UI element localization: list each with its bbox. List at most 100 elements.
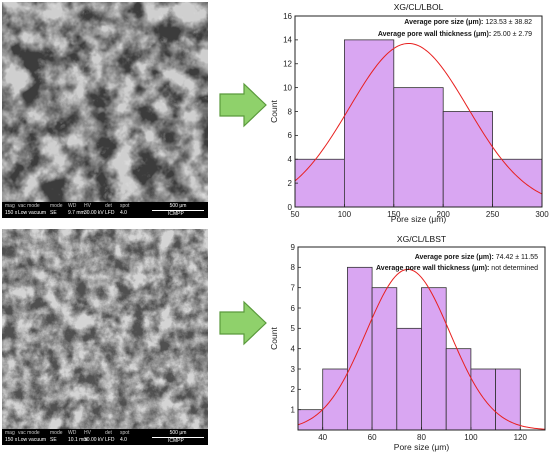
x-tick-label-4: 120: [514, 433, 528, 442]
databar-value-3: 9.7 mm: [68, 210, 85, 216]
databar-value-4: 30.00 kV: [84, 210, 104, 216]
histogram-bar-7: [470, 368, 496, 431]
histogram-svg-bottom: 1 2 3 4 5 6 7 8 9 40 60 80 100 120 Pore size (μm) Count…: [269, 234, 546, 452]
sem-databar-top: mag vac mode mode WD HV det spot 150 x Low vacuu…: [2, 202, 208, 218]
chart-title: XG/CL/LBOL: [394, 2, 444, 12]
databar-header-0: mag: [5, 203, 15, 209]
histogram-bar-2: [347, 266, 373, 431]
databar-value-1: Low vacuum: [18, 437, 47, 443]
databar-value-2: SE: [50, 437, 57, 443]
databar-header-3: WD: [68, 430, 77, 436]
arrow-right-icon-bottom: [219, 300, 267, 346]
y-tick-label-1: 2: [291, 385, 296, 394]
databar-value-6: 4.0: [120, 437, 127, 443]
histogram-top: 0 2 4 6 8 10 12 14 16 50 100 150 200 250 300 Pore size …: [265, 0, 550, 225]
normal-fit-curve: [294, 42, 543, 195]
annotation-label-1: Average pore wall thickness (μm):: [378, 31, 493, 38]
histogram-bar-3: [442, 111, 493, 208]
histogram-bar-5: [421, 287, 447, 431]
databar-header-6: spot: [120, 203, 130, 209]
y-tick-label-2: 3: [291, 365, 296, 374]
normal-fit-curve: [297, 268, 546, 430]
databar-scale-bar: 500 μm: [152, 203, 204, 211]
x-tick-label-3: 200: [437, 210, 451, 219]
x-tick-label-2: 150: [387, 210, 401, 219]
x-tick-label-4: 250: [486, 210, 500, 219]
histogram-bottom: 1 2 3 4 5 6 7 8 9 40 60 80 100 120 Pore size (μm) Count…: [265, 230, 550, 455]
x-tick-label-1: 100: [338, 210, 352, 219]
y-tick-label-6: 7: [291, 283, 296, 292]
y-tick-label-4: 8: [288, 107, 293, 116]
databar-header-5: det: [105, 430, 112, 436]
x-tick-label-0: 50: [291, 210, 300, 219]
databar-header-0: mag: [5, 430, 15, 436]
databar-value-3: 10.1 mm: [68, 437, 88, 443]
annotation-value-0: 123.53 ± 38.82: [485, 19, 532, 26]
databar-header-2: mode: [50, 430, 63, 436]
y-tick-label-0: 1: [291, 405, 296, 414]
databar-header-1: vac mode: [18, 430, 40, 436]
annotation-value-1: 25.00 ± 2.79: [493, 31, 532, 38]
x-tick-label-2: 80: [417, 433, 426, 442]
databar-lab: ICMPP: [168, 438, 184, 444]
databar-scale-bar: 500 μm: [152, 430, 204, 438]
histogram-bar-4: [492, 158, 543, 208]
databar-value-4: 30.00 kV: [84, 437, 104, 443]
histogram-bar-6: [445, 348, 472, 431]
databar-value-5: LFD: [105, 437, 115, 443]
databar-value-2: SE: [50, 210, 57, 216]
annotation-label-0: Average pore size (μm):: [404, 19, 485, 26]
databar-header-5: det: [105, 203, 112, 209]
x-axis-label: Pore size (μm): [394, 442, 450, 452]
y-tick-label-2: 4: [288, 155, 293, 164]
databar-value-6: 4.0: [120, 210, 127, 216]
histogram-bar-2: [393, 87, 444, 208]
y-axis-label: Count: [269, 327, 279, 350]
databar-header-1: vac mode: [18, 203, 40, 209]
chart-title: XG/CL/LBST: [397, 234, 446, 244]
databar-header-3: WD: [68, 203, 77, 209]
y-tick-label-1: 2: [288, 179, 293, 188]
histogram-svg-top: 0 2 4 6 8 10 12 14 16 50 100 150 200 250 300 Pore size …: [269, 2, 549, 224]
annotation-1: Average pore wall thickness (μm): 25.00 …: [378, 31, 532, 38]
annotation-0: Average pore size (μm): 123.53 ± 38.82: [404, 19, 532, 26]
histogram-bar-0: [294, 158, 345, 208]
y-tick-label-8: 16: [283, 12, 292, 21]
y-tick-label-3: 6: [288, 131, 293, 140]
y-tick-label-7: 8: [291, 263, 296, 272]
y-tick-label-0: 0: [288, 203, 293, 212]
x-tick-label-1: 60: [368, 433, 377, 442]
sem-image-top: mag vac mode mode WD HV det spot 150 x Low vacuu…: [2, 2, 208, 218]
histogram-bar-4: [396, 327, 422, 431]
y-axis-label: Count: [269, 100, 279, 123]
arrow-shape-bottom: [219, 300, 267, 346]
y-tick-label-3: 4: [291, 344, 296, 353]
y-tick-label-8: 9: [291, 243, 296, 252]
arrow-right-icon-top: [219, 82, 267, 128]
annotation-value-0: 74.42 ± 11.55: [496, 254, 538, 261]
databar-value-0: 150 x: [5, 210, 18, 216]
sem-databar-bottom: mag vac mode mode WD HV det spot 150 x Low vacuu…: [2, 429, 208, 445]
x-tick-label-0: 40: [318, 433, 327, 442]
annotation-value-1: not determined: [491, 265, 538, 272]
x-axis-label: Pore size (μm): [391, 214, 447, 224]
y-tick-label-4: 5: [291, 324, 296, 333]
annotation-1: Average pore wall thickness (μm): not de…: [376, 265, 538, 272]
sem-texture-top: [2, 2, 208, 202]
databar-header-6: spot: [120, 430, 130, 436]
y-tick-label-6: 12: [283, 60, 292, 69]
sem-texture-bottom: [2, 229, 208, 429]
annotation-0: Average pore size (μm): 74.42 ± 11.55: [415, 254, 538, 261]
databar-header-4: HV: [84, 430, 91, 436]
histogram-bar-8: [495, 368, 521, 431]
databar-header-2: mode: [50, 203, 63, 209]
y-tick-label-7: 14: [283, 36, 292, 45]
databar-value-1: Low vacuum: [18, 210, 47, 216]
y-tick-label-5: 6: [291, 304, 296, 313]
sem-image-bottom: mag vac mode mode WD HV det spot 150 x Low vacuu…: [2, 229, 208, 445]
annotation-label-0: Average pore size (μm):: [415, 254, 496, 261]
arrow-shape-top: [219, 82, 267, 128]
x-tick-label-5: 300: [535, 210, 549, 219]
databar-header-4: HV: [84, 203, 91, 209]
databar-value-0: 150 x: [5, 437, 18, 443]
